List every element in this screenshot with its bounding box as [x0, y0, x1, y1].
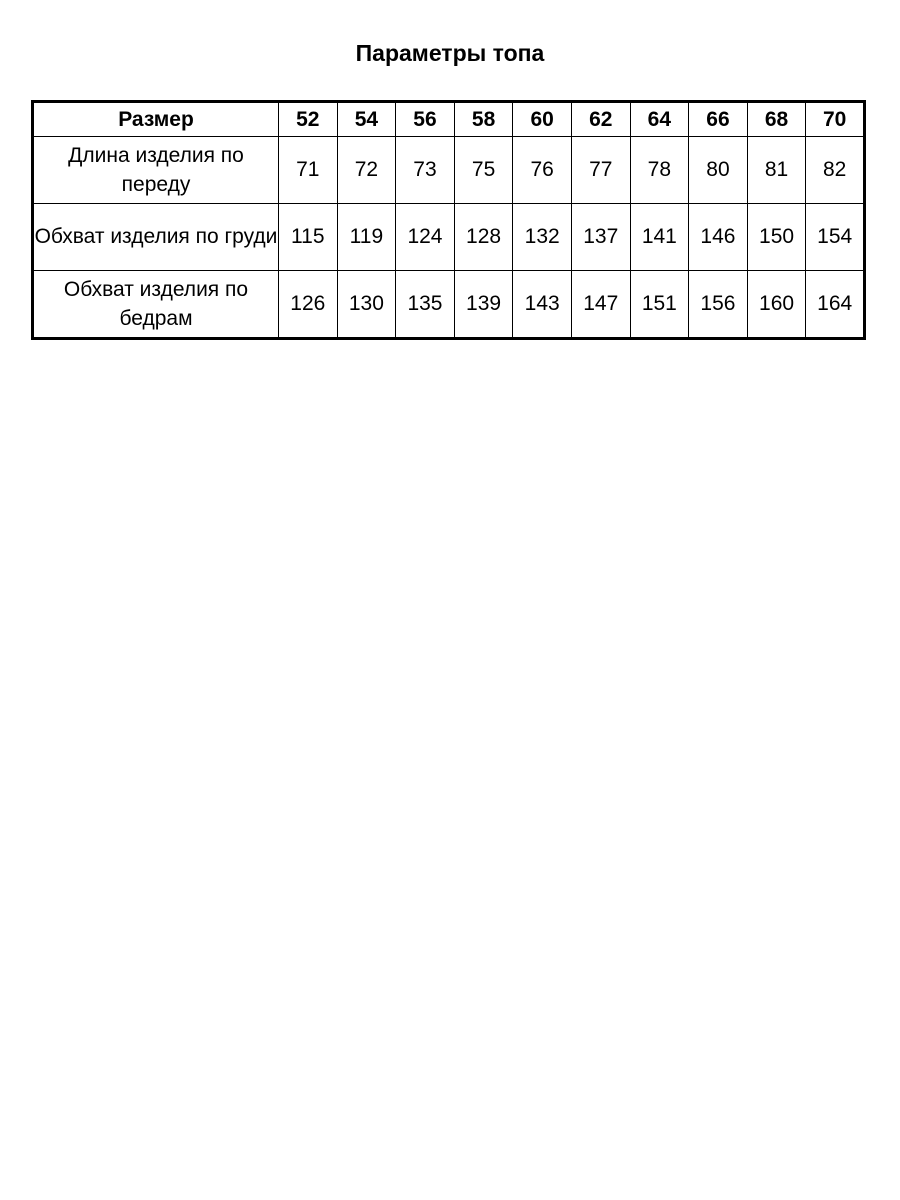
- table-cell: 146: [688, 203, 748, 271]
- table-cell: 156: [688, 270, 748, 339]
- size-header: 70: [805, 101, 865, 137]
- table-cell: 80: [688, 136, 748, 204]
- size-table: Размер 52 54 56 58 60 62 64 66 68 70 Длина изделия …: [31, 100, 866, 340]
- table-cell: 124: [395, 203, 455, 271]
- size-header: 66: [688, 101, 748, 137]
- size-header: 58: [453, 101, 514, 137]
- size-header: 62: [570, 101, 631, 137]
- table-cell: 128: [453, 203, 514, 271]
- table-cell: 150: [746, 203, 807, 271]
- table-cell: 151: [629, 270, 690, 339]
- size-header: 64: [629, 101, 690, 137]
- table-cell: 81: [746, 136, 807, 204]
- table-cell: 75: [453, 136, 514, 204]
- table-cell: 160: [746, 270, 807, 339]
- size-header: 68: [746, 101, 807, 137]
- table-cell: 71: [278, 136, 338, 204]
- size-header: 52: [278, 101, 338, 137]
- table-cell: 164: [805, 270, 865, 339]
- table-cell: 77: [570, 136, 631, 204]
- table-cell: 130: [336, 270, 397, 339]
- table-cell: 126: [278, 270, 338, 339]
- page-title: Параметры топа: [355, 40, 545, 66]
- table-cell: 147: [570, 270, 631, 339]
- table-cell: 72: [336, 136, 397, 204]
- table-cell: 137: [570, 203, 631, 271]
- table-cell: 115: [278, 203, 338, 271]
- table-cell: 139: [453, 270, 514, 339]
- table-row: Обхват изделия по груди 115 119 124 128 132 13…: [32, 203, 865, 271]
- header-row: Размер 52 54 56 58 60 62 64 66 68 70: [32, 101, 865, 137]
- table-cell: 73: [395, 136, 455, 204]
- table-cell: 135: [395, 270, 455, 339]
- table-cell: 141: [629, 203, 690, 271]
- table-cell: 119: [336, 203, 397, 271]
- row-label: Обхват изделия по бедрам: [32, 270, 279, 339]
- row-label: Обхват изделия по груди: [32, 203, 279, 271]
- table-cell: 143: [512, 270, 572, 339]
- table-cell: 76: [512, 136, 572, 204]
- size-header: 56: [395, 101, 455, 137]
- table-cell: 82: [805, 136, 865, 204]
- table-cell: 154: [805, 203, 865, 271]
- size-header: 54: [336, 101, 397, 137]
- row-label: Длина изделия по переду: [32, 136, 279, 204]
- size-header: 60: [512, 101, 572, 137]
- header-label: Размер: [32, 101, 279, 137]
- table-row: Длина изделия по переду 71 72 73 75 76 77 78 80 8…: [32, 136, 865, 204]
- table-row: Обхват изделия по бедрам 126 130 135 139 143 1…: [32, 270, 865, 339]
- table-cell: 132: [512, 203, 572, 271]
- table-cell: 78: [629, 136, 690, 204]
